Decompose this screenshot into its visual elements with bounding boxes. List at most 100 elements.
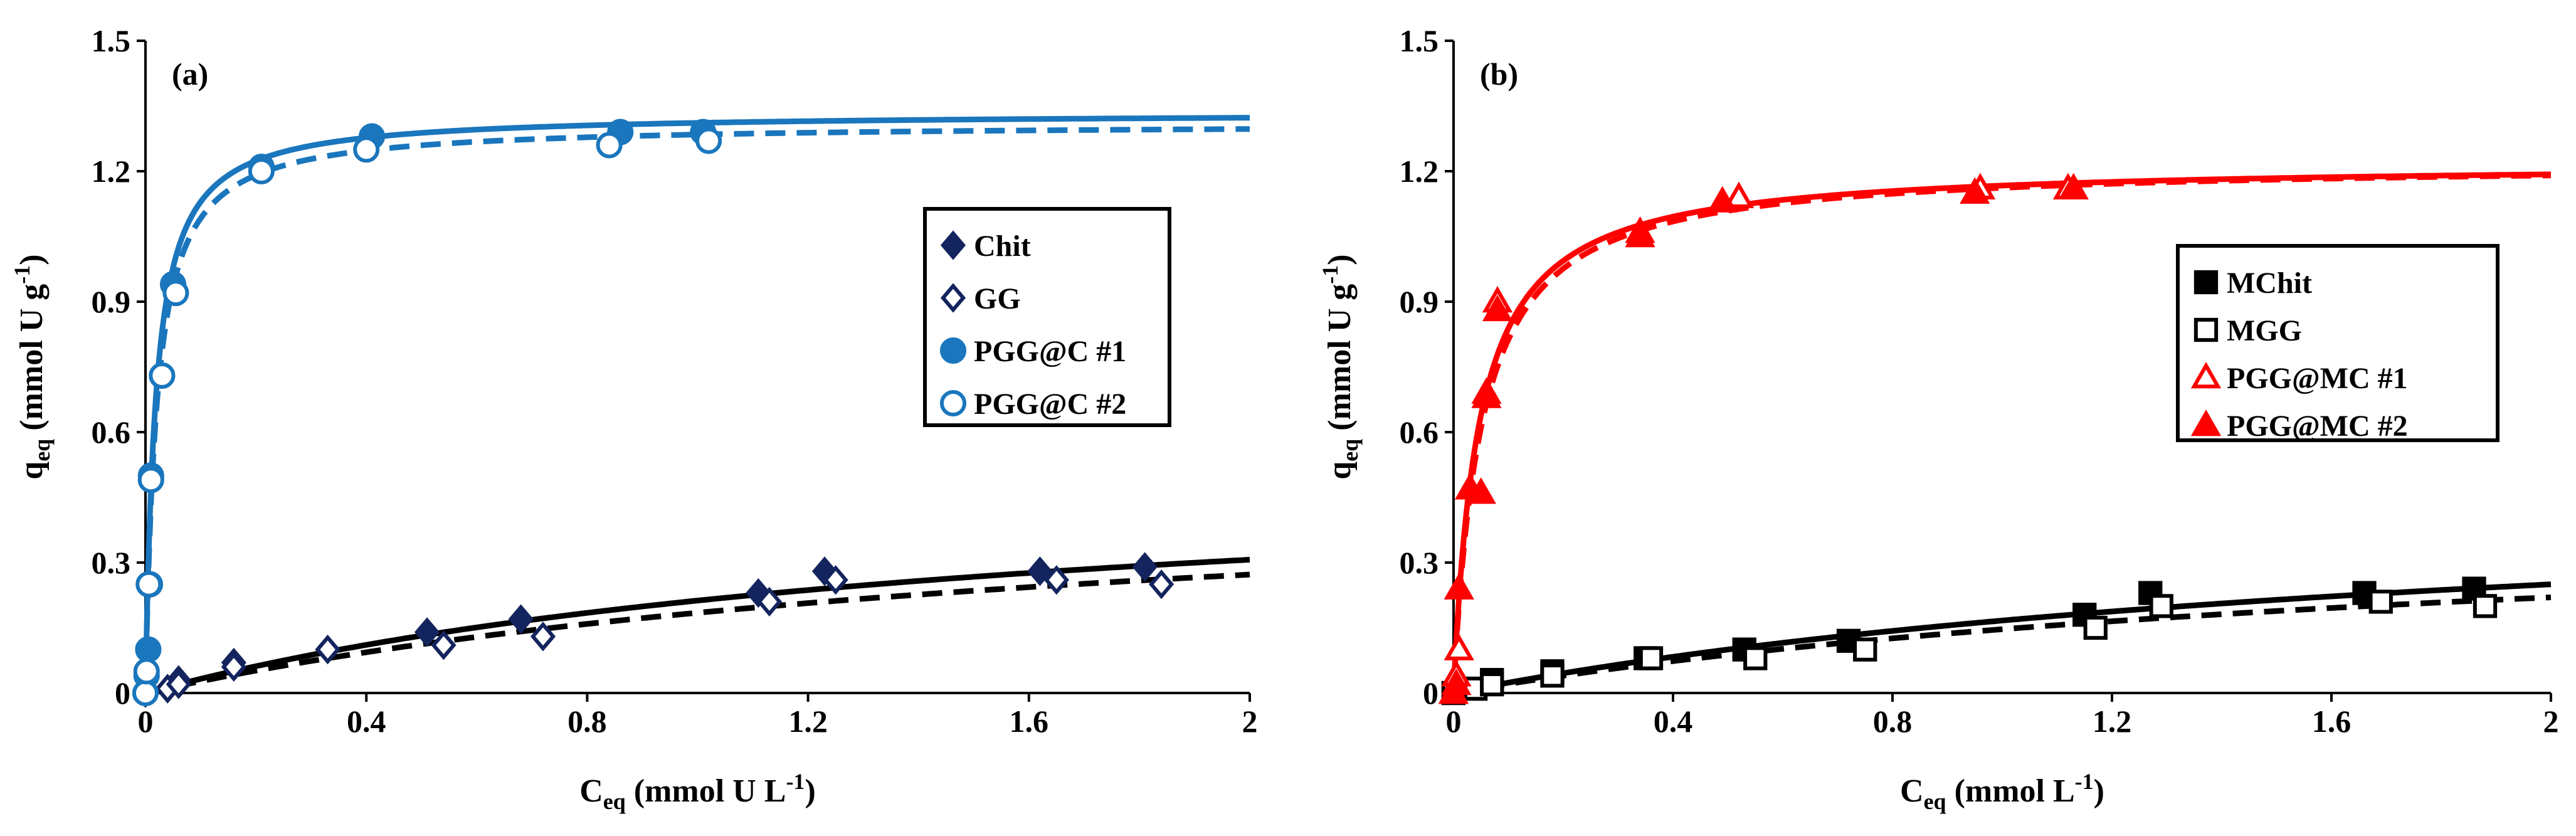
y-tick-label: 0.6 xyxy=(1400,415,1439,450)
y-tick-label: 1.5 xyxy=(92,23,131,58)
x-tick-label: 0.4 xyxy=(1654,704,1693,739)
x-tick-label: 1.6 xyxy=(2312,704,2352,739)
y-tick-label: 0.3 xyxy=(92,545,131,580)
fit-curve-pgg-mc-2-fit xyxy=(1450,172,2551,694)
data-point xyxy=(1707,186,1738,213)
legend-marker-pgg-mc-1 xyxy=(2190,361,2222,389)
data-point xyxy=(2058,172,2089,199)
data-point xyxy=(149,362,176,389)
legend-label: PGG@C #2 xyxy=(974,388,1126,421)
series-pgg-c-1 xyxy=(132,119,717,707)
series-pgg-mc-2 xyxy=(1438,172,2089,704)
panel-label: (a) xyxy=(172,56,208,92)
data-point xyxy=(132,679,159,707)
legend-marker-mgg xyxy=(2193,317,2219,342)
data-point xyxy=(2473,594,2498,618)
data-point xyxy=(133,658,160,685)
y-axis-label: qeq (mmol U g-1) xyxy=(9,254,55,479)
legend-label: Chit xyxy=(974,230,1031,263)
data-point xyxy=(508,604,534,634)
data-point xyxy=(1480,672,1504,697)
data-point xyxy=(248,157,275,185)
legend-label: MChit xyxy=(2227,267,2312,300)
legend-label: MGG xyxy=(2227,314,2302,347)
x-tick-label: 0.8 xyxy=(1873,704,1913,739)
data-point xyxy=(1853,637,1877,662)
data-point xyxy=(135,571,162,598)
x-tick-label: 1.6 xyxy=(1010,704,1049,739)
y-tick-label: 1.2 xyxy=(1400,154,1439,189)
y-tick-label: 1.2 xyxy=(92,154,131,189)
y-tick-label: 0.6 xyxy=(92,415,131,450)
y-tick-label: 0 xyxy=(1423,675,1438,711)
chart-panel-b: 0 0.4 0.8 1.2 1.6 2 0 0.3 0.6 0.9 1.2 1.5 Ceq (mmol … xyxy=(1317,23,2559,814)
data-point xyxy=(2149,594,2173,618)
fit-curve-chit-fit xyxy=(144,556,1250,696)
data-point xyxy=(1723,181,1755,208)
data-point xyxy=(1540,664,1565,688)
data-point xyxy=(315,635,340,665)
data-point xyxy=(137,467,164,494)
series-pgg-c-2 xyxy=(132,127,722,707)
data-point xyxy=(1132,552,1158,582)
legend-box xyxy=(923,207,1171,427)
data-point xyxy=(596,132,623,159)
chart-panel-a: 0 0.4 0.8 1.2 1.6 2 0 0.3 0.6 0.9 1.2 1.5 Ceq (mmol … xyxy=(9,23,1258,814)
data-point xyxy=(823,565,848,595)
x-tick-label: 1.2 xyxy=(2093,704,2132,739)
data-point xyxy=(1441,669,1472,696)
legend-label: PGG@MC #2 xyxy=(2227,410,2408,443)
data-point xyxy=(135,636,162,663)
y-tick-label: 0.9 xyxy=(1400,284,1439,319)
legend: MChit MGG PGG@MC #1 PGG@MC #2 xyxy=(2176,244,2499,443)
data-point xyxy=(166,669,191,699)
data-point xyxy=(1444,633,1474,660)
data-point xyxy=(1639,646,1664,670)
legend-marker-pgg-mc-2 xyxy=(2190,409,2222,437)
legend-marker-mchit xyxy=(2193,270,2219,295)
y-axis-label: qeq (mmol U g-1) xyxy=(1317,254,1363,479)
data-point xyxy=(1444,573,1474,600)
y-tick-label: 1.5 xyxy=(1400,23,1439,58)
legend-marker-gg xyxy=(940,283,966,313)
legend-label: PGG@MC #1 xyxy=(2227,362,2408,395)
x-tick-label: 0 xyxy=(138,704,154,739)
data-point xyxy=(431,630,457,660)
data-point xyxy=(2368,590,2393,614)
data-point xyxy=(1743,646,1768,670)
data-point xyxy=(353,136,380,163)
x-tick-label: 2 xyxy=(1242,704,1258,739)
y-tick-label: 0 xyxy=(115,675,130,711)
data-point xyxy=(1482,294,1513,322)
x-axis-label: Ceq (mmol L-1) xyxy=(1900,769,2104,814)
legend-label: GG xyxy=(974,282,1021,315)
data-point xyxy=(695,127,722,154)
fit-curve-pgg-c-1-fit xyxy=(142,115,1250,693)
x-axis-label: Ceq (mmol U L-1) xyxy=(579,769,816,814)
data-point xyxy=(1043,565,1069,595)
data-point xyxy=(1471,381,1502,408)
legend-marker-pgg-c-1 xyxy=(939,337,967,364)
data-point xyxy=(1465,477,1496,504)
x-tick-label: 0.8 xyxy=(567,704,607,739)
data-point xyxy=(414,617,440,647)
y-tick-label: 0.3 xyxy=(1400,545,1439,580)
x-tick-label: 0 xyxy=(1446,704,1462,739)
data-point xyxy=(2083,615,2108,640)
data-point xyxy=(530,622,556,652)
legend-label: PGG@C #1 xyxy=(974,335,1126,368)
x-tick-label: 2 xyxy=(2543,704,2559,739)
data-point xyxy=(221,652,246,682)
data-point xyxy=(1625,220,1655,248)
legend-marker-pgg-c-2 xyxy=(939,389,967,417)
fit-curve-gg-fit xyxy=(144,571,1250,696)
x-tick-label: 1.2 xyxy=(788,704,828,739)
data-point xyxy=(1027,556,1053,586)
data-point xyxy=(162,280,189,307)
x-tick-label: 0.4 xyxy=(347,704,386,739)
data-point xyxy=(1960,177,1990,204)
data-point xyxy=(1149,569,1175,600)
legend-box xyxy=(2176,244,2499,442)
y-tick-label: 0.9 xyxy=(92,284,131,319)
